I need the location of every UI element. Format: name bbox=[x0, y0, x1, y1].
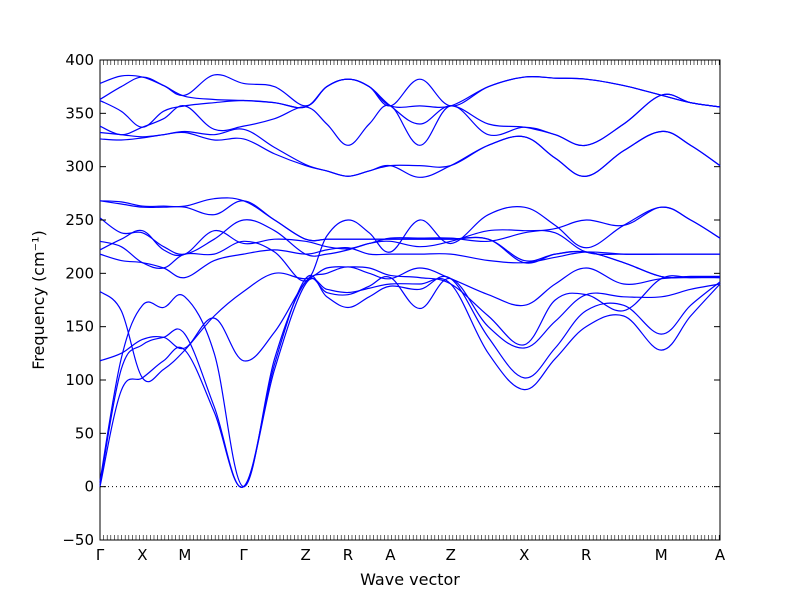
y-axis-label: Frequency (cm⁻¹) bbox=[29, 230, 48, 369]
band-line-13 bbox=[99, 128, 721, 177]
band-line-15 bbox=[99, 78, 721, 147]
band-line-17 bbox=[99, 74, 721, 108]
x-tick-label: A bbox=[715, 546, 726, 564]
y-axis-ticks: −50 0 50 100 150 200 250 300 350 400 bbox=[62, 51, 720, 549]
y-tick-label: 200 bbox=[65, 264, 94, 282]
band-line-5 bbox=[99, 266, 721, 383]
band-line-7 bbox=[99, 206, 721, 257]
y-tick-label: 400 bbox=[65, 51, 94, 69]
band-line-8 bbox=[99, 206, 721, 282]
band-line-2 bbox=[99, 275, 721, 488]
x-tick-label: Γ bbox=[96, 546, 105, 564]
band-line-11 bbox=[99, 197, 720, 279]
plot-frame bbox=[99, 59, 721, 541]
y-tick-label: 250 bbox=[65, 211, 94, 229]
y-tick-label: 150 bbox=[65, 318, 94, 336]
x-tick-label: Z bbox=[300, 546, 310, 564]
x-tick-label: X bbox=[519, 546, 529, 564]
band-line-4 bbox=[99, 266, 721, 362]
band-line-16 bbox=[99, 75, 721, 109]
x-tick-label: A bbox=[385, 546, 396, 564]
band-line-12 bbox=[99, 130, 721, 178]
y-tick-label: 350 bbox=[65, 104, 94, 122]
band-line-14 bbox=[99, 93, 721, 147]
y-tick-label: 50 bbox=[75, 424, 94, 442]
x-tick-label: M bbox=[178, 546, 191, 564]
x-tick-label: R bbox=[343, 546, 353, 564]
y-tick-label: 100 bbox=[65, 371, 94, 389]
plot-area: −50 0 50 100 150 200 250 300 350 400 Γ X M Γ Z R A Z X R M A bbox=[62, 51, 726, 564]
x-tick-label: R bbox=[581, 546, 591, 564]
y-tick-label: 300 bbox=[65, 158, 94, 176]
band-line-3 bbox=[99, 276, 721, 488]
x-tick-label: Γ bbox=[239, 546, 248, 564]
band-line-6 bbox=[99, 246, 720, 279]
x-tick-label: Z bbox=[446, 546, 456, 564]
band-lines bbox=[99, 74, 721, 488]
x-tick-label: X bbox=[137, 546, 147, 564]
x-tick-label: M bbox=[655, 546, 668, 564]
y-tick-label: 0 bbox=[84, 478, 94, 496]
x-axis-label: Wave vector bbox=[360, 570, 460, 589]
y-tick-label: −50 bbox=[62, 531, 94, 549]
